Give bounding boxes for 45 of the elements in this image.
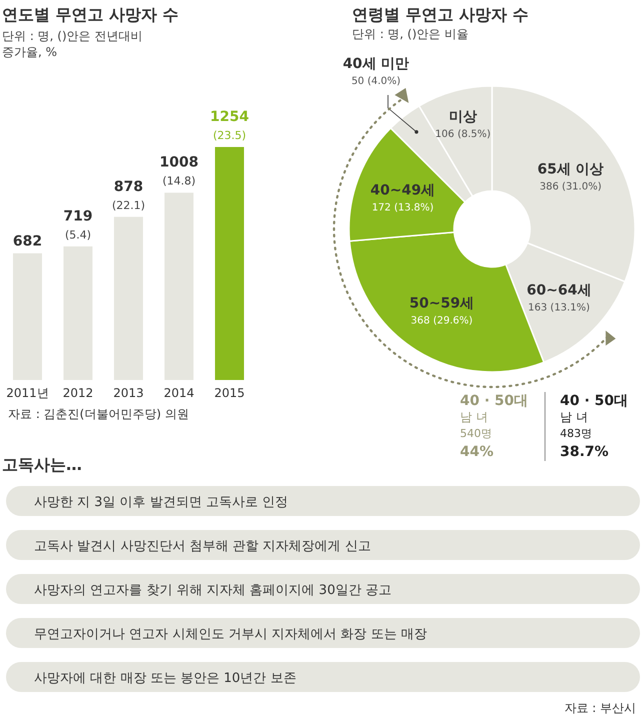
- chart-subtitle: 단위 : 명, ()안은 비율: [352, 27, 468, 41]
- text: 사망자의 연고자를 찾기 위해 지자체 홈페이지에 30일간 공고: [34, 583, 392, 598]
- text: 40 · 50대 남 녀 540명 44%: [460, 393, 528, 460]
- annotation: (22.1): [112, 198, 146, 212]
- data-label: 106 (8.5%): [435, 128, 491, 140]
- text: 40 · 50대 남 녀 483명 38.7%: [560, 393, 628, 460]
- text: 사망자에 대한 매장 또는 봉안은 10년간 보존: [34, 671, 296, 686]
- data-label: 386 (31.0%): [540, 182, 602, 193]
- data-label: 682: [12, 233, 42, 250]
- chart-title: 연령별 무연고 사망자 수: [352, 5, 529, 24]
- bar: [13, 253, 42, 380]
- annotation: (5.4): [64, 228, 92, 242]
- text: 사망한 지 3일 이후 발견되면 고독사로 인정: [34, 495, 288, 510]
- slice-label: 60~64세: [526, 282, 592, 298]
- x-tick-label: 2014: [164, 386, 194, 400]
- text: 고독사 발견시 사망진단서 첨부해 관할 지자체장에게 신고: [34, 539, 371, 554]
- data-label: 163 (13.1%): [528, 302, 590, 314]
- text: 고독사는…: [2, 455, 82, 474]
- text: 무연고자이거나 연고자 시체인도 거부시 지자체에서 화장 또는 매장: [34, 627, 427, 642]
- annotation: (23.5): [212, 129, 246, 142]
- bar: [215, 147, 244, 380]
- x-tick-label: 2013: [113, 386, 144, 400]
- x-tick-label: 2011년: [6, 386, 49, 400]
- bar: [164, 192, 194, 380]
- x-tick-label: 2015: [214, 386, 245, 400]
- data-label: 1008: [160, 154, 198, 171]
- data-label: 50 (4.0%): [351, 76, 401, 87]
- x-tick-label: 2012: [62, 386, 94, 400]
- bar: [114, 216, 143, 380]
- chart-subtitle: 단위 : 명, ()안은 전년대비 증가율, %: [2, 29, 142, 59]
- data-label: 368 (29.6%): [410, 316, 473, 327]
- data-label: 172 (13.8%): [372, 202, 434, 214]
- data-label: 878: [114, 178, 144, 195]
- slice-label: 65세 이상: [537, 162, 604, 178]
- slice-label: 미상: [448, 108, 477, 125]
- slice-label: 50~59세: [409, 296, 474, 312]
- bar: [64, 246, 92, 380]
- annotation: (14.8): [162, 174, 196, 188]
- text: 자료 : 부산시: [564, 701, 636, 715]
- data-label: 719: [63, 208, 93, 224]
- slice-label: 40~49세: [370, 182, 436, 198]
- data-label: 1254: [210, 109, 250, 125]
- chart-title: 연도별 무연고 사망자 수: [2, 5, 179, 24]
- text: 자료 : 김춘진(더불어민주당) 의원: [8, 407, 189, 421]
- slice-label: 40세 미만: [342, 56, 410, 72]
